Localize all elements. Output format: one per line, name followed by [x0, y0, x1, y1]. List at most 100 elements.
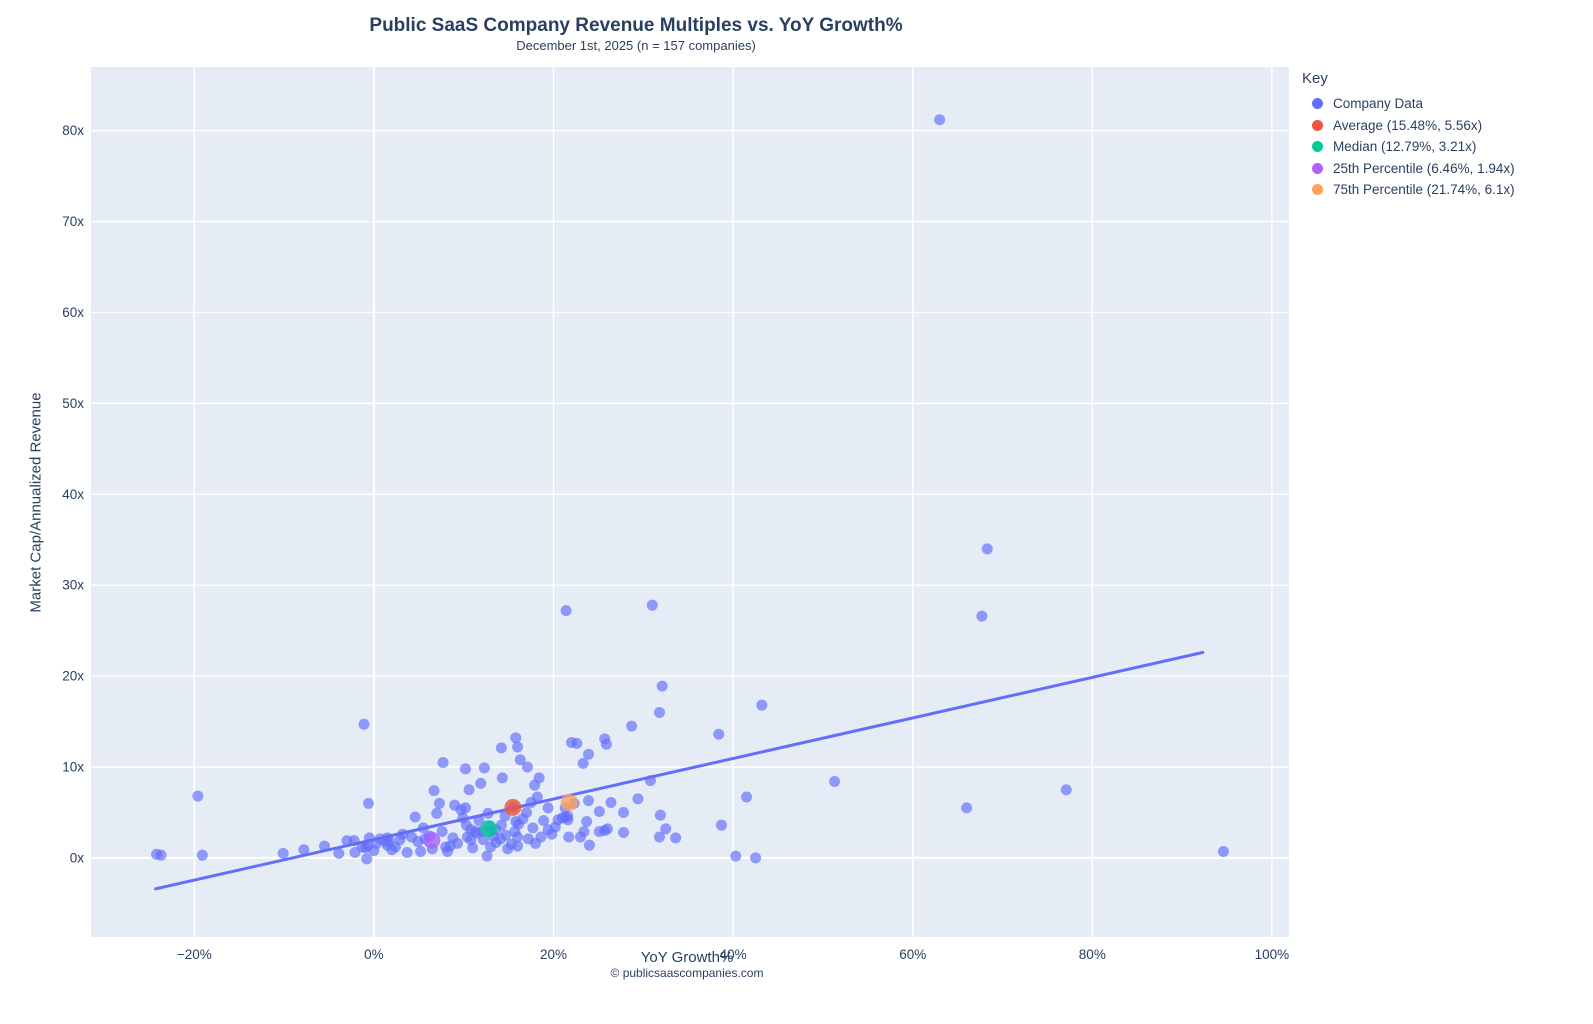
- company-data-point[interactable]: [467, 842, 479, 854]
- company-data-point[interactable]: [192, 790, 204, 802]
- company-data-point[interactable]: [934, 114, 946, 126]
- company-data-point[interactable]: [510, 732, 522, 744]
- company-data-point[interactable]: [562, 810, 574, 822]
- company-data-point[interactable]: [600, 738, 612, 750]
- company-data-point[interactable]: [514, 754, 526, 766]
- company-data-point[interactable]: [482, 807, 494, 819]
- company-data-point[interactable]: [512, 831, 524, 843]
- company-data-point[interactable]: [473, 815, 485, 827]
- company-data-point[interactable]: [571, 737, 583, 749]
- company-data-point[interactable]: [401, 846, 413, 858]
- company-data-point[interactable]: [521, 806, 533, 818]
- company-data-point[interactable]: [371, 837, 383, 849]
- company-data-point[interactable]: [527, 822, 539, 834]
- company-data-point[interactable]: [670, 832, 682, 844]
- company-data-point[interactable]: [277, 847, 289, 859]
- legend-item[interactable]: 25th Percentile (6.46%, 1.94x): [1302, 158, 1582, 180]
- company-data-point[interactable]: [653, 706, 665, 718]
- company-data-point[interactable]: [656, 680, 668, 692]
- company-data-point[interactable]: [512, 741, 524, 753]
- legend-item[interactable]: Median (12.79%, 3.21x): [1302, 136, 1582, 158]
- company-data-point[interactable]: [361, 853, 373, 865]
- company-data-point[interactable]: [381, 832, 393, 844]
- company-data-point[interactable]: [502, 843, 514, 855]
- company-data-point[interactable]: [583, 748, 595, 760]
- company-data-point[interactable]: [730, 850, 742, 862]
- company-data-point[interactable]: [431, 807, 443, 819]
- company-data-point[interactable]: [715, 819, 727, 831]
- company-data-point[interactable]: [578, 826, 590, 838]
- company-data-point[interactable]: [437, 756, 449, 768]
- company-data-point[interactable]: [549, 821, 561, 833]
- 75th-percentile-marker[interactable]: [560, 793, 578, 811]
- company-data-point[interactable]: [433, 797, 445, 809]
- company-data-point[interactable]: [961, 802, 973, 814]
- company-data-point[interactable]: [563, 831, 575, 843]
- company-data-point[interactable]: [196, 849, 208, 861]
- company-data-point[interactable]: [644, 775, 656, 787]
- company-data-point[interactable]: [531, 791, 543, 803]
- company-data-point[interactable]: [512, 840, 524, 852]
- company-data-point[interactable]: [713, 728, 725, 740]
- company-data-point[interactable]: [654, 809, 666, 821]
- company-data-point[interactable]: [412, 836, 424, 848]
- company-data-point[interactable]: [475, 777, 487, 789]
- company-data-point[interactable]: [362, 797, 374, 809]
- company-data-point[interactable]: [495, 742, 507, 754]
- company-data-point[interactable]: [521, 761, 533, 773]
- company-data-point[interactable]: [436, 826, 448, 838]
- company-data-point[interactable]: [1217, 846, 1229, 858]
- company-data-point[interactable]: [646, 599, 658, 611]
- company-data-point[interactable]: [618, 826, 630, 838]
- company-data-point[interactable]: [626, 720, 638, 732]
- company-data-point[interactable]: [477, 834, 489, 846]
- average-marker[interactable]: [504, 798, 522, 816]
- 25th-percentile-marker[interactable]: [423, 831, 441, 849]
- median-marker[interactable]: [480, 820, 498, 838]
- company-data-point[interactable]: [389, 841, 401, 853]
- company-data-point[interactable]: [333, 847, 345, 859]
- company-data-point[interactable]: [976, 610, 988, 622]
- company-data-point[interactable]: [530, 837, 542, 849]
- company-data-point[interactable]: [601, 823, 613, 835]
- legend-item[interactable]: Average (15.48%, 5.56x): [1302, 115, 1582, 137]
- company-data-point[interactable]: [496, 772, 508, 784]
- company-data-point[interactable]: [500, 829, 512, 841]
- company-data-point[interactable]: [428, 785, 440, 797]
- company-data-point[interactable]: [660, 823, 672, 835]
- company-data-point[interactable]: [318, 840, 330, 852]
- company-data-point[interactable]: [750, 852, 762, 864]
- legend-item[interactable]: 75th Percentile (21.74%, 6.1x): [1302, 179, 1582, 201]
- company-data-point[interactable]: [538, 815, 550, 827]
- company-data-point[interactable]: [298, 844, 310, 856]
- company-data-point[interactable]: [348, 835, 360, 847]
- company-data-point[interactable]: [577, 757, 589, 769]
- company-data-point[interactable]: [459, 763, 471, 775]
- legend-item[interactable]: Company Data: [1302, 93, 1582, 115]
- company-data-point[interactable]: [415, 846, 427, 858]
- company-data-point[interactable]: [593, 806, 605, 818]
- company-data-point[interactable]: [605, 796, 617, 808]
- company-data-point[interactable]: [756, 699, 768, 711]
- company-data-point[interactable]: [409, 811, 421, 823]
- company-data-point[interactable]: [981, 543, 993, 555]
- company-data-point[interactable]: [653, 831, 665, 843]
- company-data-point[interactable]: [478, 762, 490, 774]
- company-data-point[interactable]: [417, 822, 429, 834]
- company-data-point[interactable]: [632, 793, 644, 805]
- plot-background[interactable]: [91, 67, 1289, 937]
- company-data-point[interactable]: [1060, 784, 1072, 796]
- company-data-point[interactable]: [495, 819, 507, 831]
- company-data-point[interactable]: [457, 812, 469, 824]
- company-data-point[interactable]: [358, 718, 370, 730]
- company-data-point[interactable]: [741, 791, 753, 803]
- company-data-point[interactable]: [451, 837, 463, 849]
- company-data-point[interactable]: [560, 605, 572, 617]
- company-data-point[interactable]: [581, 816, 593, 828]
- company-data-point[interactable]: [583, 839, 595, 851]
- company-data-point[interactable]: [459, 802, 471, 814]
- company-data-point[interactable]: [542, 802, 554, 814]
- company-data-point[interactable]: [155, 849, 167, 861]
- company-data-point[interactable]: [533, 772, 545, 784]
